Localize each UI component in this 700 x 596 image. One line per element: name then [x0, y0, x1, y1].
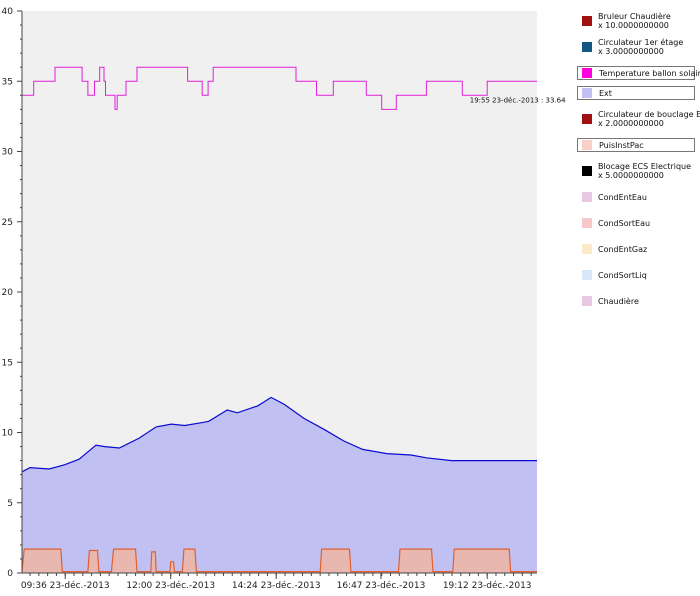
legend-label: PuisInstPac — [599, 140, 644, 150]
hover-value-label: 19:55 23-déc.-2013 : 33.64 — [470, 96, 566, 104]
legend-label: Bruleur Chaudière — [598, 12, 671, 21]
legend-label: CondEntEau — [598, 192, 647, 202]
legend-swatch — [582, 140, 592, 150]
legend-item[interactable]: Temperature ballon solaire — [577, 66, 700, 80]
legend-label: CondSortLiq — [598, 270, 647, 280]
annotation-layer: 19:55 23-déc.-2013 : 33.64 — [470, 96, 566, 104]
legend-item[interactable]: Blocage ECS Electrique x 5.0000000000 — [577, 158, 695, 184]
legend-swatch — [582, 88, 592, 98]
y-tick-label: 20 — [2, 288, 14, 298]
series-area-puisinstpac — [22, 549, 537, 573]
y-tick-label: 25 — [2, 218, 13, 228]
legend-item[interactable]: Bruleur Chaudière x 10.0000000000 — [577, 8, 695, 34]
x-tick-label: 16:47 23-déc.-2013 — [337, 580, 426, 591]
legend-swatch — [582, 244, 592, 254]
legend-item[interactable]: CondEntEau — [577, 184, 695, 210]
legend-multiplier: x 10.0000000000 — [598, 21, 669, 30]
legend-swatch — [582, 218, 592, 228]
x-tick-label: 12:00 23-déc.-2013 — [126, 580, 215, 591]
series-line-puisinstpac — [21, 548, 537, 573]
legend: Bruleur Chaudière x 10.0000000000 Circulat… — [577, 8, 700, 314]
y-tick-label: 30 — [2, 148, 14, 158]
legend-swatch — [582, 114, 592, 124]
y-tick-label: 35 — [2, 77, 13, 87]
series-layer — [21, 66, 537, 573]
legend-item[interactable]: Circulateur 1er étage x 3.0000000000 — [577, 34, 695, 60]
series-line-temperature-ballon-solaire — [22, 66, 537, 110]
legend-item[interactable]: Ext — [577, 86, 695, 100]
legend-label: CondSortEau — [598, 218, 651, 228]
legend-label: CondEntGaz — [598, 244, 648, 254]
legend-item[interactable]: CondSortEau — [577, 210, 695, 236]
y-tick-label: 15 — [2, 358, 13, 368]
legend-item[interactable]: PuisInstPac — [577, 138, 695, 152]
y-tick-label: 10 — [2, 429, 14, 439]
legend-item[interactable]: Chaudière — [577, 288, 695, 314]
legend-item[interactable]: CondSortLiq — [577, 262, 695, 288]
series-area-ext — [22, 397, 537, 573]
series-line-ext — [21, 396, 537, 473]
legend-label: Ext — [599, 88, 612, 98]
y-tick-label: 40 — [2, 7, 14, 17]
x-tick-label: 14:24 23-déc.-2013 — [232, 580, 321, 591]
legend-swatch — [582, 270, 592, 280]
axis-layer: 0 5 10 15 20 25 30 35 40 09:36 23-déc.-2013 12:00 … — [2, 7, 537, 591]
legend-item[interactable]: Circulateur de bouclage ECSx 2.000000000… — [577, 106, 700, 132]
legend-swatch — [582, 68, 592, 78]
y-tick-label: 5 — [7, 499, 13, 509]
x-tick-label: 09:36 23-déc.-2013 — [21, 580, 110, 591]
legend-swatch — [582, 16, 592, 26]
legend-label: Temperature ballon solaire — [599, 68, 700, 78]
legend-swatch — [582, 166, 592, 176]
legend-label: Circulateur 1er étage — [598, 38, 684, 47]
legend-swatch — [582, 192, 592, 202]
legend-multiplier: x 5.0000000000 — [598, 171, 664, 180]
legend-label: Circulateur de bouclage ECS — [598, 110, 700, 119]
y-tick-label: 0 — [7, 569, 13, 579]
legend-swatch — [582, 296, 592, 306]
legend-label: Blocage ECS Electrique — [598, 162, 692, 171]
legend-item[interactable]: CondEntGaz — [577, 236, 695, 262]
legend-label: Chaudière — [598, 296, 639, 306]
x-tick-label: 19:12 23-déc.-2013 — [443, 580, 532, 591]
legend-multiplier: x 3.0000000000 — [598, 47, 664, 56]
legend-swatch — [582, 42, 592, 52]
legend-multiplier: x 2.0000000000 — [598, 119, 664, 128]
